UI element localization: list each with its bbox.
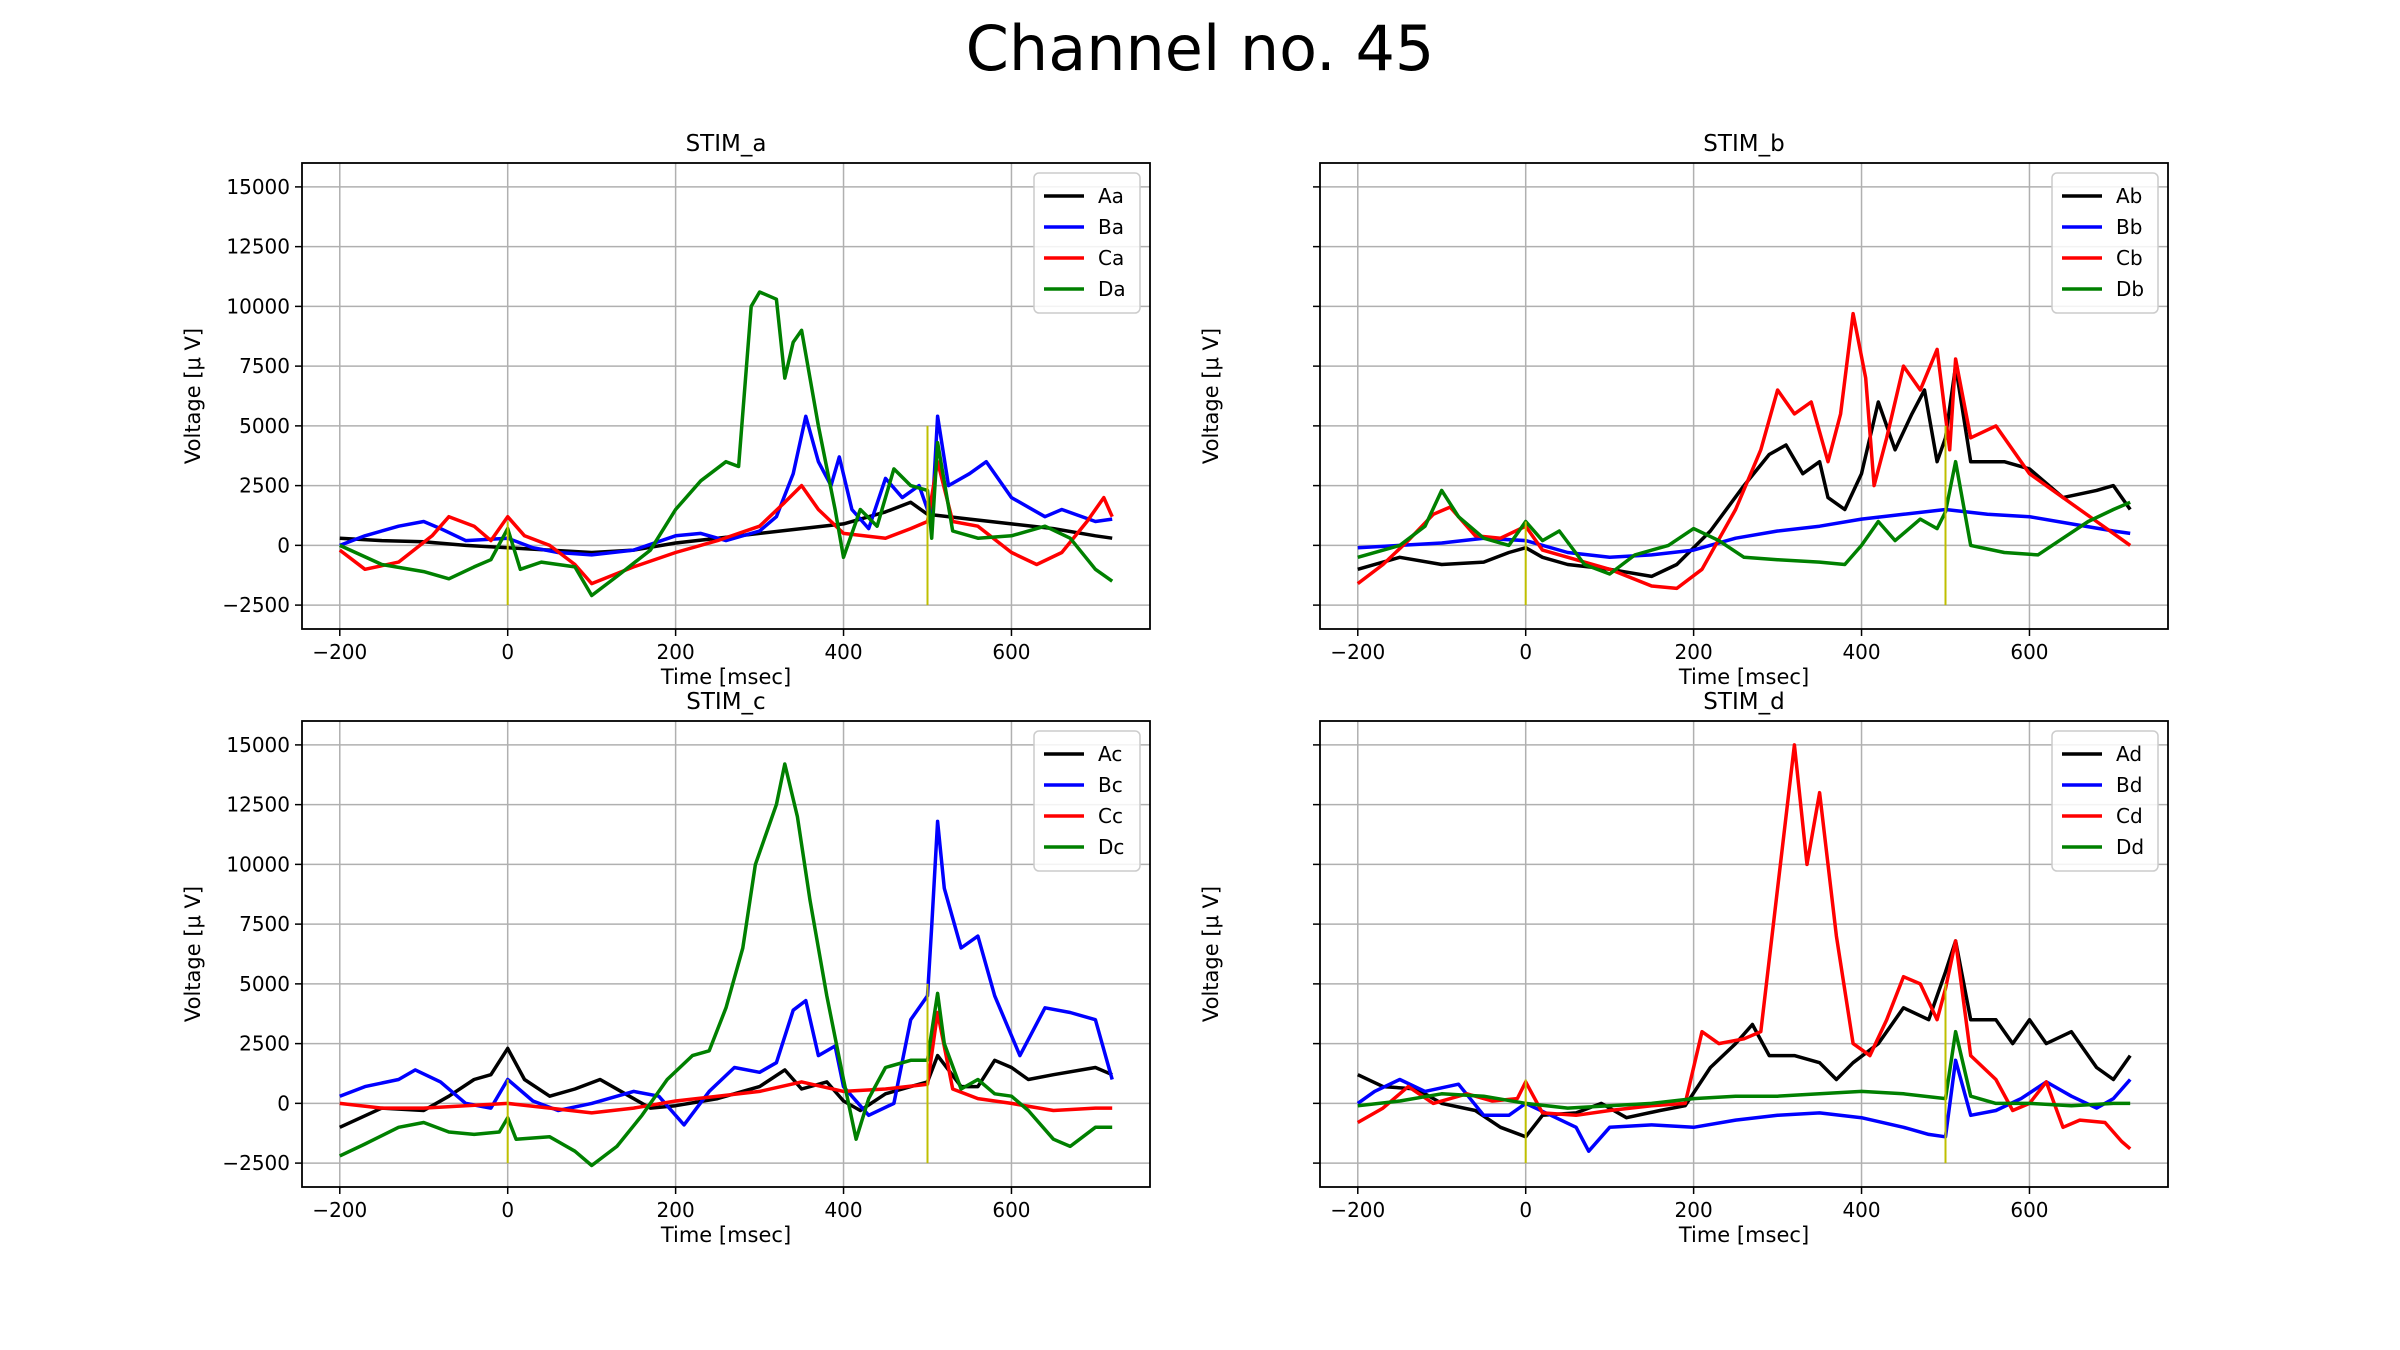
legend: Aa Ba Ca Da: [1033, 172, 1141, 314]
axes-frame: [301, 720, 1151, 1188]
x-tick-label: 400: [1842, 1198, 1880, 1222]
y-tick-label: −2500: [222, 1151, 290, 1175]
x-tick-label: 600: [2010, 640, 2048, 664]
x-axis-label: Time [msec]: [1678, 665, 1809, 689]
legend-entry: Cd: [2116, 804, 2143, 828]
x-tick-label: 200: [1675, 640, 1713, 664]
legend-entry: Db: [2116, 277, 2144, 301]
series-line-Bc: [339, 819, 1114, 1127]
y-tick-label: 7500: [239, 912, 290, 936]
y-tick-label: 0: [277, 533, 290, 557]
axes-frame: [301, 162, 1151, 630]
legend-entry: Bd: [2116, 773, 2142, 797]
x-tick-label: −200: [312, 1198, 367, 1222]
y-axis-label: Voltage [μ V]: [1199, 886, 1223, 1022]
axes-frame: [1319, 162, 2169, 630]
legend-entry: Ca: [1098, 246, 1124, 270]
y-tick-label: 5000: [239, 414, 290, 438]
series-line-Cb: [1356, 311, 2132, 591]
legend-box: [1033, 172, 1141, 314]
series-line-Cc: [339, 1010, 1113, 1115]
x-tick-label: −200: [312, 640, 367, 664]
x-tick-label: 400: [824, 640, 862, 664]
y-tick-label: 15000: [226, 175, 290, 199]
chart-title: STIM_d: [1703, 689, 1784, 715]
legend: Ac Bc Cc Dc: [1033, 730, 1141, 872]
legend-entry: Ab: [2116, 184, 2142, 208]
series-line-Ad: [1357, 939, 2132, 1139]
x-tick-label: 0: [501, 640, 514, 664]
x-tick-label: 400: [1842, 640, 1880, 664]
legend: Ab Bb Cb Db: [2051, 172, 2159, 314]
x-tick-label: 600: [2010, 1198, 2048, 1222]
chart-title: STIM_b: [1703, 131, 1784, 157]
legend-entry: Ac: [1098, 742, 1122, 766]
series-line-Ab: [1357, 364, 2132, 579]
legend-entry: Ad: [2116, 742, 2142, 766]
series-line-Ac: [339, 1046, 1113, 1129]
y-tick-label: 7500: [239, 354, 290, 378]
y-tick-label: 10000: [226, 852, 290, 876]
y-tick-label: 10000: [226, 294, 290, 318]
legend: Ad Bd Cd Dd: [2051, 730, 2159, 872]
legend-entry: Bb: [2116, 215, 2142, 239]
chart-title: STIM_c: [686, 689, 765, 715]
chart-panel-2: −200 0 200 400 600 STIM_b Time [msec] Voltage […: [1199, 131, 2169, 689]
series-line-Ca: [338, 459, 1114, 586]
x-tick-label: 600: [992, 640, 1030, 664]
y-tick-label: 2500: [239, 1032, 290, 1056]
chart-panel-4: −200 0 200 400 600 STIM_d Time [msec] Voltage […: [1199, 689, 2169, 1247]
legend-box: [2051, 172, 2159, 314]
y-axis-label: Voltage [μ V]: [181, 328, 205, 464]
legend-entry: Bc: [1098, 773, 1123, 797]
x-tick-label: 200: [1675, 1198, 1713, 1222]
x-tick-label: 0: [501, 1198, 514, 1222]
x-tick-label: 600: [992, 1198, 1030, 1222]
y-tick-label: 0: [277, 1091, 290, 1115]
x-tick-label: 400: [824, 1198, 862, 1222]
series-line-Dc: [339, 762, 1113, 1168]
legend-entry: Dc: [1098, 835, 1124, 859]
series-line-Da: [339, 290, 1114, 598]
x-tick-label: 200: [657, 1198, 695, 1222]
x-tick-label: 0: [1519, 640, 1532, 664]
chart-panel-3: −200 0 200 400 600 −2500 0 2500 5000 7500 10000 125…: [181, 689, 1151, 1247]
y-tick-label: 5000: [239, 972, 290, 996]
x-axis-label: Time [msec]: [660, 1223, 791, 1247]
chart-title: STIM_a: [686, 131, 767, 157]
legend-entry: Cc: [1098, 804, 1123, 828]
x-tick-label: −200: [1330, 640, 1385, 664]
series-line-Dd: [1357, 1029, 2131, 1110]
legend-entry: Aa: [1098, 184, 1124, 208]
x-tick-label: 0: [1519, 1198, 1532, 1222]
series-line-Bd: [1356, 1058, 2132, 1153]
legend-box: [1033, 730, 1141, 872]
chart-panel-1: −200 0 200 400 600 −2500 0 2500 5000 7500 10000 125…: [181, 131, 1151, 689]
y-tick-label: −2500: [222, 593, 290, 617]
series-line-Cd: [1356, 743, 2132, 1151]
legend-entry: Da: [1098, 277, 1126, 301]
series-line-Aa: [339, 500, 1113, 555]
y-tick-label: 12500: [226, 235, 290, 259]
figure-title: Channel no. 45: [965, 12, 1435, 85]
series-line-Db: [1357, 459, 2131, 576]
y-tick-label: 2500: [239, 474, 290, 498]
x-axis-label: Time [msec]: [1678, 1223, 1809, 1247]
y-axis-label: Voltage [μ V]: [1199, 328, 1223, 464]
legend-entry: Ba: [1098, 215, 1124, 239]
legend-box: [2051, 730, 2159, 872]
x-tick-label: 200: [657, 640, 695, 664]
y-tick-label: 15000: [226, 733, 290, 757]
x-tick-label: −200: [1330, 1198, 1385, 1222]
y-tick-label: 12500: [226, 793, 290, 817]
legend-entry: Dd: [2116, 835, 2144, 859]
x-axis-label: Time [msec]: [660, 665, 791, 689]
axes-frame: [1319, 720, 2169, 1188]
y-axis-label: Voltage [μ V]: [181, 886, 205, 1022]
legend-entry: Cb: [2116, 246, 2143, 270]
